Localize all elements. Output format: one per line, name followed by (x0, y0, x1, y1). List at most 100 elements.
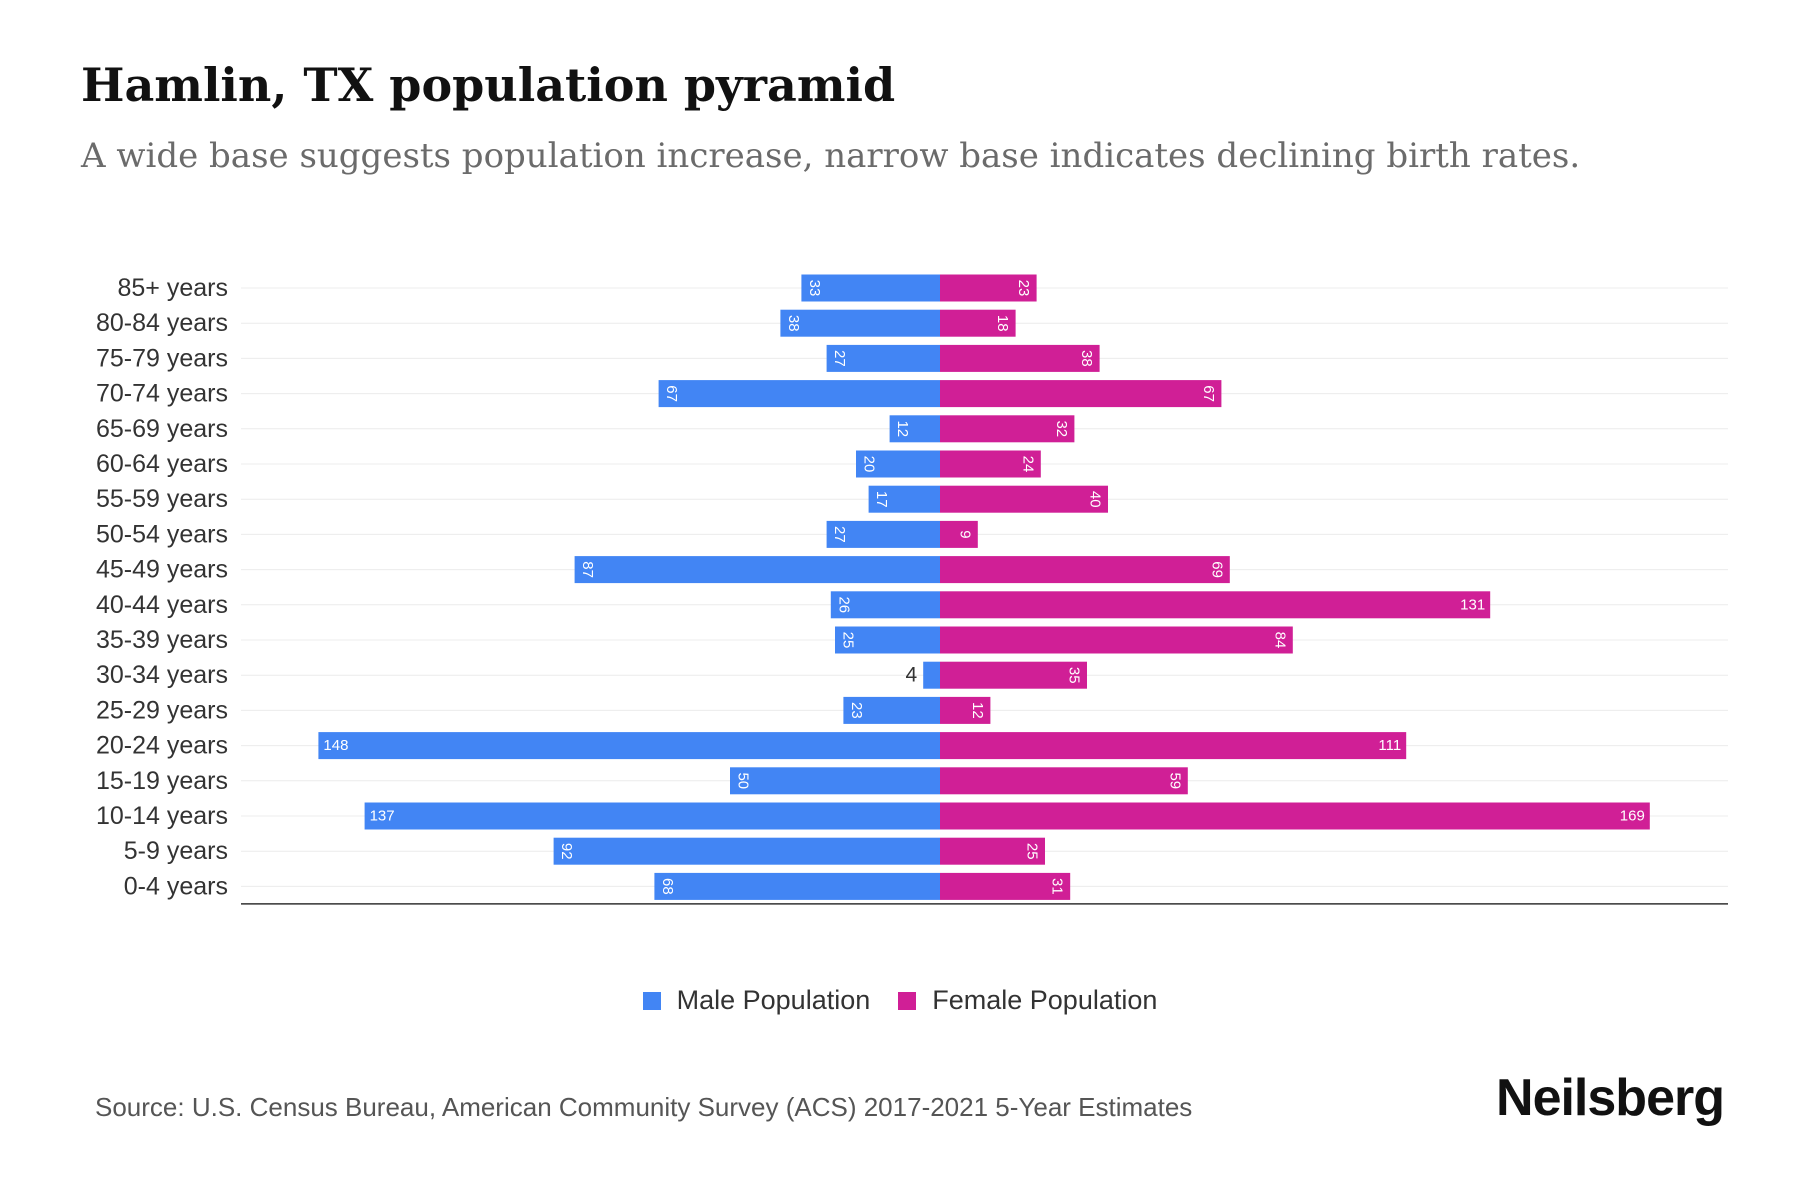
female-bar (940, 556, 1230, 584)
male-bar (923, 661, 940, 689)
chart-title: Hamlin, TX population pyramid (81, 58, 896, 112)
female-value-label: 32 (1053, 420, 1070, 437)
male-value-label: 33 (806, 280, 823, 297)
male-bar (889, 415, 940, 443)
category-label: 20-24 years (96, 732, 228, 760)
male-value-label: 17 (873, 491, 890, 508)
female-value-label: 23 (1015, 280, 1032, 297)
male-bar (826, 344, 940, 372)
male-value-label: 25 (840, 632, 857, 649)
category-label: 35-39 years (96, 626, 228, 654)
female-value-label: 169 (1620, 808, 1645, 825)
male-value-label: 12 (894, 420, 911, 437)
female-value-label: 31 (1049, 878, 1066, 895)
male-value-label: 50 (735, 772, 752, 789)
male-value-label: 137 (370, 808, 395, 825)
female-value-label: 84 (1271, 632, 1288, 649)
female-value-label: 12 (969, 702, 986, 719)
male-value-label: 148 (323, 737, 348, 754)
category-label: 80-84 years (96, 309, 228, 337)
female-value-label: 67 (1200, 385, 1217, 402)
male-value-label: 26 (835, 596, 852, 613)
male-value-label: 27 (831, 526, 848, 543)
male-bar (826, 520, 940, 548)
female-bar (940, 520, 978, 548)
male-bar (574, 556, 940, 584)
category-label: 50-54 years (96, 520, 228, 548)
category-label: 0-4 years (124, 872, 228, 900)
female-bar (940, 274, 1037, 302)
male-value-label: 27 (831, 350, 848, 367)
female-value-label: 35 (1066, 667, 1083, 684)
female-value-label: 25 (1024, 843, 1041, 860)
male-bar (318, 732, 940, 760)
male-bar (658, 380, 940, 408)
female-bar (940, 696, 991, 724)
male-bar (843, 696, 940, 724)
chart-legend: Male Population Female Population (0, 985, 1800, 1016)
category-label: 65-69 years (96, 415, 228, 443)
male-swatch-icon (642, 991, 661, 1010)
legend-label-male: Male Population (676, 985, 871, 1015)
male-bar (364, 802, 941, 830)
category-label: 75-79 years (96, 344, 228, 372)
male-bar (868, 485, 940, 513)
male-value-label: 4 (906, 664, 918, 687)
category-label: 45-49 years (96, 556, 228, 584)
population-pyramid-chart: 85+ years 33 23 80-84 years 38 18 75-79 years 2… (96, 274, 1728, 905)
female-value-label: 111 (1378, 737, 1401, 754)
legend-label-female: Female Population (932, 985, 1158, 1015)
female-bar (940, 344, 1100, 372)
male-bar (835, 626, 940, 654)
brand-logo: Neilsberg (1496, 1069, 1725, 1127)
category-label: 25-29 years (96, 696, 228, 724)
category-label: 70-74 years (96, 380, 228, 408)
male-value-label: 23 (848, 702, 865, 719)
female-bar (940, 732, 1407, 760)
female-value-label: 131 (1460, 596, 1485, 613)
category-label: 85+ years (118, 274, 229, 302)
male-value-label: 20 (861, 456, 878, 473)
female-bar (940, 802, 1650, 830)
legend-item-female[interactable]: Female Population (898, 985, 1157, 1016)
female-value-label: 40 (1087, 491, 1104, 508)
female-swatch-icon (898, 991, 917, 1010)
male-value-label: 67 (663, 385, 680, 402)
female-bar (940, 450, 1041, 478)
category-label: 55-59 years (96, 485, 228, 513)
female-bar (940, 591, 1491, 619)
female-value-label: 59 (1166, 772, 1183, 789)
male-bar (730, 767, 940, 795)
female-value-label: 9 (956, 530, 973, 538)
female-value-label: 24 (1019, 456, 1036, 473)
female-bar (940, 380, 1222, 408)
category-label: 15-19 years (96, 767, 228, 795)
male-value-label: 68 (659, 878, 676, 895)
male-bar (553, 837, 940, 865)
female-bar (940, 767, 1188, 795)
female-bar (940, 661, 1087, 689)
chart-subtitle: A wide base suggests population increase… (81, 136, 1581, 176)
source-note: Source: U.S. Census Bureau, American Com… (95, 1092, 1193, 1122)
male-value-label: 38 (785, 315, 802, 332)
male-bar (830, 591, 940, 619)
female-bar (940, 626, 1293, 654)
male-bar (654, 872, 940, 900)
female-bar (940, 837, 1045, 865)
category-label: 10-14 years (96, 802, 228, 830)
category-label: 60-64 years (96, 450, 228, 478)
category-label: 30-34 years (96, 661, 228, 689)
male-bar (780, 309, 940, 337)
category-label: 5-9 years (124, 837, 228, 865)
male-bar (801, 274, 940, 302)
female-bar (940, 872, 1071, 900)
female-value-label: 69 (1208, 561, 1225, 578)
male-value-label: 92 (558, 843, 575, 860)
legend-item-male[interactable]: Male Population (642, 985, 871, 1016)
female-value-label: 18 (994, 315, 1011, 332)
female-bar (940, 485, 1108, 513)
male-bar (856, 450, 940, 478)
female-bar (940, 415, 1075, 443)
female-bar (940, 309, 1016, 337)
category-label: 40-44 years (96, 591, 228, 619)
